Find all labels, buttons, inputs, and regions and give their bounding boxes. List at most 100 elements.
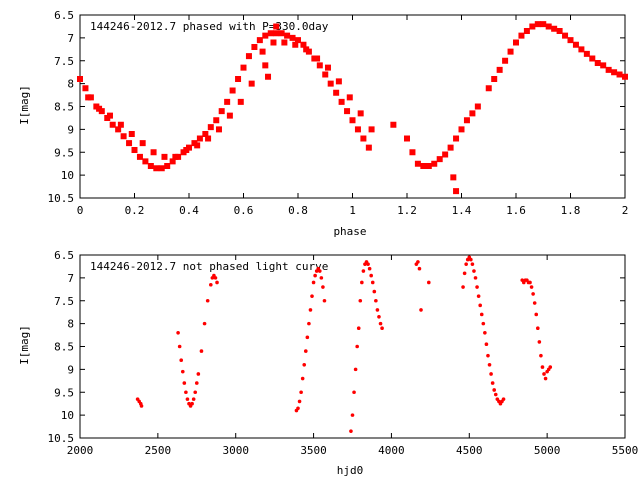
unphased-x-axis-label: hjd0 <box>337 464 364 477</box>
unphased-data-point <box>308 308 313 312</box>
phased-data-point <box>120 133 127 140</box>
phased-data-point <box>218 108 225 115</box>
phased-data-point <box>316 62 323 69</box>
phased-data-point <box>622 73 628 80</box>
phased-data-point <box>237 98 244 105</box>
unphased-data-point <box>534 312 539 317</box>
unphased-data-point <box>190 401 194 406</box>
phased-data-point <box>289 34 296 41</box>
phased-data-point <box>215 126 222 133</box>
phased-data-point <box>562 32 569 39</box>
unphased-data-point <box>302 363 307 367</box>
phased-data-point <box>142 158 149 165</box>
unphased-x-tick-label: 3000 <box>222 444 249 457</box>
phased-data-point <box>131 146 138 153</box>
phased-data-point <box>213 117 220 124</box>
phased-data-point <box>262 32 269 39</box>
unphased-data-point <box>307 321 311 326</box>
phased-data-point <box>205 135 212 142</box>
unphased-data-point <box>356 326 361 331</box>
unphased-data-point <box>196 372 201 376</box>
phased-data-point <box>436 156 443 163</box>
unphased-data-point <box>489 372 493 376</box>
phased-data-point <box>270 39 277 46</box>
phased-x-tick-label: 1.8 <box>561 204 581 217</box>
phased-data-point <box>442 151 449 158</box>
unphased-data-point <box>177 344 182 349</box>
phased-data-point <box>431 160 438 167</box>
unphased-data-point <box>202 321 207 326</box>
unphased-data-point <box>318 269 322 273</box>
phased-data-point <box>333 89 340 96</box>
phased-data-point <box>365 144 372 151</box>
unphased-data-point <box>543 376 548 381</box>
unphased-data-point <box>380 326 384 331</box>
phased-data-point <box>207 124 214 131</box>
unphased-data-point <box>310 294 314 298</box>
phased-data-point <box>229 87 236 94</box>
unphased-data-point <box>372 289 377 294</box>
unphased-data-point <box>299 390 303 395</box>
unphased-data-point <box>199 349 204 353</box>
phased-y-tick-label: 8 <box>67 78 74 91</box>
phased-data-point <box>164 162 171 169</box>
unphased-data-point <box>528 280 532 285</box>
unphased-data-point <box>184 390 188 395</box>
phased-data-point <box>161 153 168 160</box>
unphased-y-tick-label: 10 <box>61 409 74 422</box>
unphased-data-point <box>313 273 317 278</box>
phased-data-point <box>224 98 231 105</box>
phased-data-point <box>349 117 356 124</box>
phased-y-tick-label: 10 <box>61 169 74 182</box>
unphased-data-point <box>176 330 180 335</box>
phased-data-point <box>327 80 334 87</box>
phased-data-point <box>545 23 552 30</box>
phased-data-point <box>425 162 432 169</box>
phased-data-point <box>139 140 146 147</box>
phased-data-point <box>474 103 481 110</box>
unphased-data-point <box>490 381 495 385</box>
phased-data-point <box>567 37 574 44</box>
unphased-data-point <box>180 369 185 374</box>
unphased-data-point <box>419 308 423 312</box>
phased-data-point <box>594 60 601 67</box>
phased-data-point <box>556 28 563 35</box>
phased-chart-title: 144246-2012.7 phased with P=330.0day <box>90 20 329 33</box>
unphased-data-point <box>470 262 475 266</box>
unphased-data-point <box>209 282 213 287</box>
unphased-data-point <box>319 276 324 280</box>
unphased-data-point <box>476 294 481 298</box>
phased-y-tick-label: 9 <box>67 123 74 136</box>
unphased-data-point <box>321 285 325 289</box>
phased-data-point <box>390 121 397 128</box>
phased-data-point <box>273 30 280 37</box>
unphased-data-point <box>501 397 506 401</box>
phased-data-point <box>616 71 623 78</box>
unphased-data-point <box>297 399 302 404</box>
phased-data-point <box>578 46 585 53</box>
phased-data-point <box>273 23 280 30</box>
unphased-data-point <box>215 280 219 285</box>
phased-light-curve-panel: 144246-2012.7 phased with P=330.0day pha… <box>18 9 628 238</box>
phased-data-point <box>523 28 530 35</box>
phased-data-point <box>583 50 590 57</box>
unphased-x-tick-label: 5500 <box>612 444 639 457</box>
phased-data-point <box>183 146 190 153</box>
unphased-y-tick-label: 9.5 <box>54 386 74 399</box>
phased-data-point <box>409 149 416 156</box>
phased-data-point <box>360 135 367 142</box>
phased-data-point <box>295 37 301 44</box>
unphased-data-point <box>305 335 310 340</box>
phased-data-point <box>158 165 165 172</box>
phased-data-point <box>226 112 233 119</box>
phased-data-point <box>324 64 331 71</box>
unphased-data-point <box>370 280 375 285</box>
unphased-data-points <box>135 255 553 433</box>
unphased-data-point <box>191 397 196 401</box>
phased-data-point <box>453 135 460 142</box>
phased-data-point <box>265 73 272 80</box>
unphased-data-point <box>377 314 381 319</box>
unphased-x-tick-label: 5000 <box>534 444 561 457</box>
phased-data-point <box>529 23 536 30</box>
unphased-data-point <box>483 330 487 335</box>
